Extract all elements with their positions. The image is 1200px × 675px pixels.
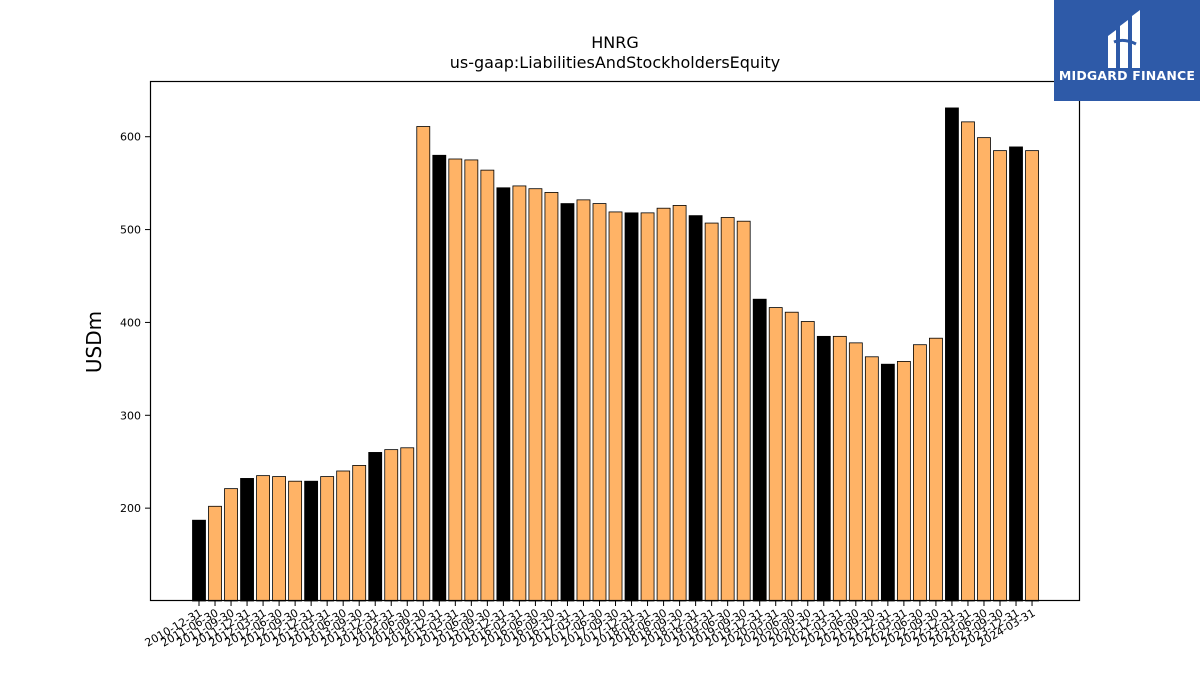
bar-2011-09-30 — [224, 488, 238, 602]
chart-title: HNRG — [591, 33, 639, 52]
bar-2011-06-30 — [208, 505, 222, 602]
bar-2013-09-30 — [352, 465, 367, 602]
y-tick-label: 500 — [120, 224, 141, 237]
midgard-logo-icon — [1108, 10, 1140, 68]
bar-2017-12-31 — [624, 212, 639, 602]
y-tick-label: 600 — [120, 131, 141, 144]
y-axis-label: USDm — [82, 311, 106, 373]
bar-2016-12-31 — [560, 203, 575, 602]
bar-2023-12-31 — [1009, 146, 1023, 602]
bar-2021-03-31 — [832, 335, 847, 602]
bar-2015-06-30 — [464, 159, 479, 602]
bar-2013-06-30 — [336, 470, 351, 602]
bar-2022-09-30 — [929, 337, 943, 602]
bar-2020-03-31 — [768, 307, 783, 602]
bar-2019-06-30 — [720, 217, 735, 602]
bar-2018-06-30 — [656, 207, 671, 602]
bar-2021-09-30 — [864, 356, 879, 602]
bar-series — [192, 107, 1039, 602]
bar-2022-12-31 — [945, 107, 959, 602]
bar-2021-12-31 — [880, 363, 895, 602]
bar-2019-03-31 — [704, 222, 719, 602]
bar-2017-03-31 — [576, 199, 591, 602]
bar-2014-03-31 — [384, 449, 399, 602]
plot-frame — [149, 80, 1081, 602]
bar-2016-09-30 — [544, 192, 559, 602]
bar-2018-09-30 — [672, 205, 687, 602]
bar-2013-03-31 — [320, 476, 335, 602]
bar-2010-12-31 — [192, 519, 206, 602]
chart-subtitle: us-gaap:LiabilitiesAndStockholdersEquity — [450, 53, 781, 72]
bar-2013-12-31 — [368, 452, 383, 602]
bar-2016-06-30 — [528, 188, 543, 602]
bar-2020-12-31 — [816, 335, 831, 602]
bar-2021-06-30 — [848, 342, 863, 602]
bar-2017-06-30 — [592, 203, 607, 602]
bar-2018-12-31 — [688, 215, 703, 602]
bar-2014-09-30 — [416, 126, 431, 602]
bar-2023-06-30 — [977, 137, 991, 602]
bar-2017-09-30 — [608, 211, 623, 602]
bar-2012-06-30 — [272, 476, 287, 602]
y-tick-label: 300 — [120, 409, 141, 422]
bar-2015-03-31 — [448, 158, 463, 602]
bar-2022-03-31 — [896, 361, 911, 602]
bar-2011-12-31 — [240, 478, 254, 602]
y-axis: 200 300 400 500 600 — [120, 131, 150, 515]
bar-2012-12-31 — [304, 480, 319, 602]
bar-2015-09-30 — [480, 169, 495, 602]
bar-2014-12-31 — [432, 154, 447, 602]
y-tick-label: 200 — [120, 502, 141, 515]
bar-2018-03-31 — [640, 212, 655, 602]
bar-2016-03-31 — [512, 185, 527, 602]
y-tick-label: 400 — [120, 316, 141, 329]
bar-2020-09-30 — [800, 321, 815, 602]
bar-2022-06-30 — [913, 344, 927, 602]
brand-logo: MIDGARD FINANCE — [1054, 0, 1200, 101]
x-axis: 2010-12-312011-06-302011-09-302011-12-31… — [143, 601, 1038, 650]
bar-2012-03-31 — [256, 475, 270, 602]
bar-2019-09-30 — [736, 220, 751, 602]
bar-2023-09-30 — [993, 150, 1007, 602]
bar-2014-06-30 — [400, 447, 415, 602]
bar-2015-12-31 — [496, 187, 511, 602]
bar-2019-12-31 — [752, 298, 767, 602]
bar-2024-03-31 — [1025, 150, 1039, 602]
bar-2023-03-31 — [961, 121, 975, 602]
bar-2020-06-30 — [784, 311, 799, 602]
bar-2012-09-30 — [288, 480, 303, 602]
brand-name: MIDGARD FINANCE — [1058, 68, 1196, 83]
